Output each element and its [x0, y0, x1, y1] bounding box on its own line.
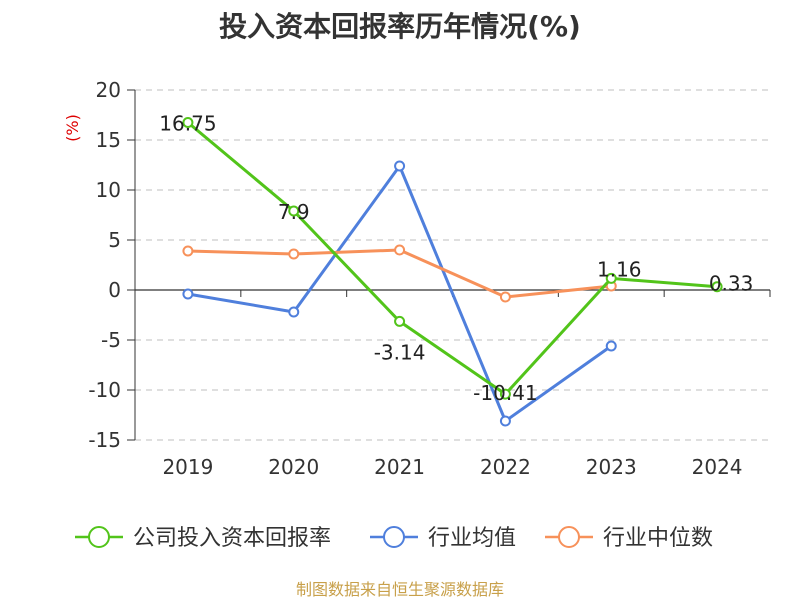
- y-tick-label: 15: [96, 128, 121, 152]
- series-point: [499, 388, 511, 400]
- axes: 20 15 10 5 0 -5 -10 -15 2019 2020 2021 2022 2023 2024: [88, 78, 771, 479]
- legend-swatch-marker: [558, 526, 580, 548]
- series-point: [182, 288, 194, 300]
- series-point: [182, 245, 194, 257]
- series-point: [499, 291, 511, 303]
- series-point: [182, 117, 194, 128]
- y-tick-label: 0: [108, 278, 121, 302]
- legend-label: 行业均值: [428, 526, 516, 551]
- x-tick-label: 2022: [480, 455, 531, 479]
- y-tick-label: 20: [96, 78, 121, 102]
- y-tick-label: -15: [88, 428, 121, 452]
- legend-label: 行业中位数: [603, 526, 713, 551]
- series-point: [288, 205, 300, 217]
- x-tick-label: 2021: [374, 455, 425, 479]
- series-point: [394, 160, 406, 172]
- y-tick-label: 5: [108, 228, 121, 252]
- series-point: [288, 248, 300, 260]
- data-label: -3.14: [374, 340, 426, 364]
- legend: 公司投入资本回报率 行业均值 行业中位数: [75, 526, 713, 551]
- series-point: [288, 306, 300, 318]
- series-point: [605, 272, 617, 284]
- legend-label: 公司投入资本回报率: [133, 526, 331, 551]
- legend-swatch-marker: [88, 526, 110, 548]
- grid-lines: [135, 89, 770, 441]
- source-note: 制图数据来自恒生聚源数据库: [296, 580, 504, 599]
- series-point: [711, 281, 723, 293]
- series-point: [394, 315, 406, 327]
- y-tick-label: -5: [101, 328, 121, 352]
- x-tick-label: 2019: [162, 455, 213, 479]
- series-point: [499, 415, 511, 427]
- chart-title: 投入资本回报率历年情况(%): [219, 10, 581, 43]
- legend-swatch-marker: [383, 526, 405, 548]
- data-label: 7.9: [278, 200, 310, 224]
- y-tick-label: 10: [96, 178, 121, 202]
- data-label: -10.41: [473, 381, 537, 405]
- x-tick-label: 2020: [268, 455, 319, 479]
- data-label: 1.16: [597, 257, 642, 281]
- data-label: 0.33: [709, 272, 754, 296]
- x-tick-label: 2023: [586, 455, 637, 479]
- y-axis-label: (%): [63, 114, 82, 142]
- data-labels: 16.75 7.9 -3.14 -10.41 1.16 0.33: [159, 112, 753, 406]
- series-line: [186, 121, 718, 396]
- data-label: 16.75: [159, 112, 216, 136]
- series-group: [182, 117, 723, 427]
- x-tick-label: 2024: [692, 455, 743, 479]
- series-point: [394, 244, 406, 256]
- y-tick-label: -10: [88, 378, 121, 402]
- series-point: [605, 340, 617, 352]
